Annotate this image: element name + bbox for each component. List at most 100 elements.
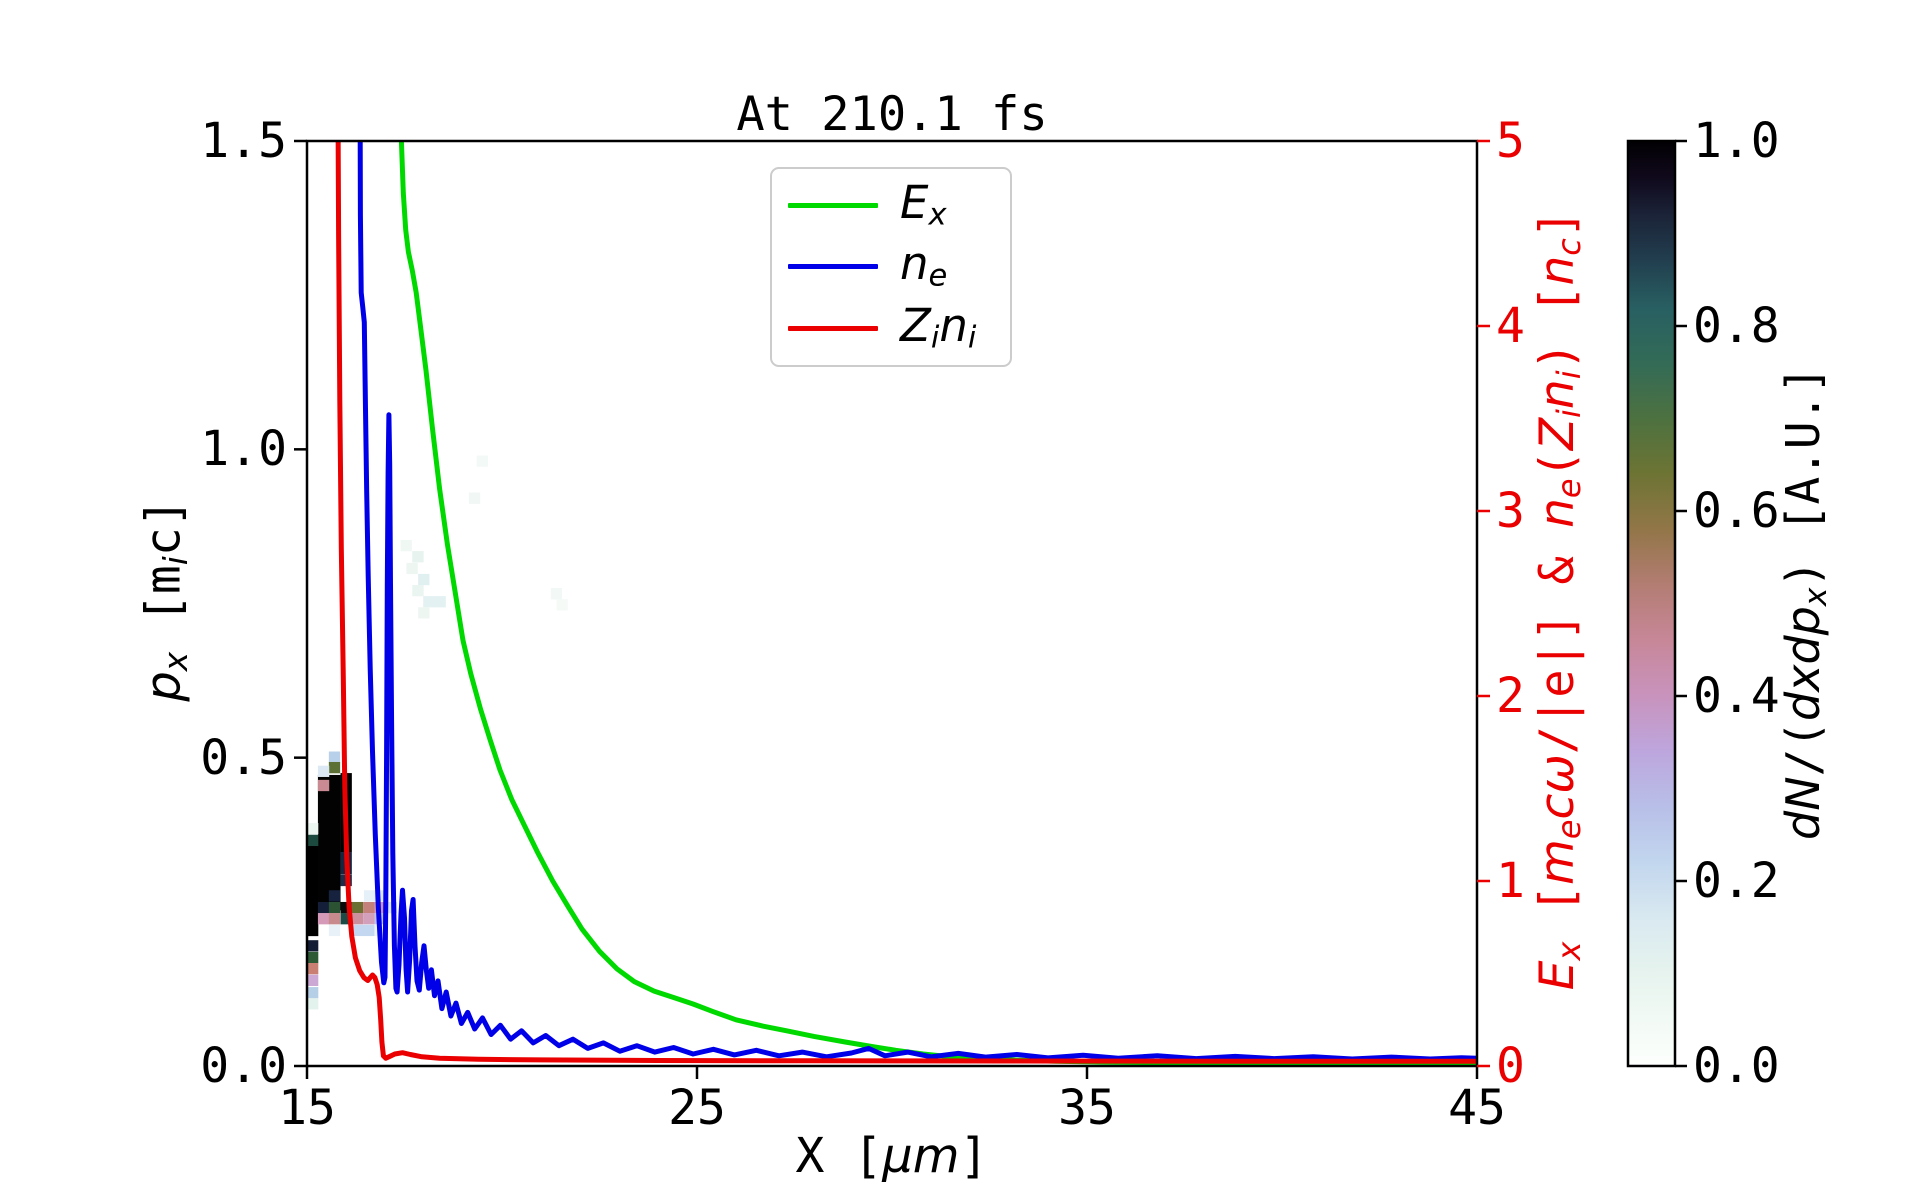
colorbar-tick-label: 1.0 (1693, 113, 1780, 169)
legend-line-swatch (788, 203, 878, 209)
label-token: dxdp (1775, 606, 1830, 721)
label-token: Z (1530, 417, 1586, 451)
label-token: i (1550, 409, 1589, 418)
label-token: x (1550, 941, 1589, 961)
heatmap-cell (418, 607, 430, 619)
curve-ne (357, 141, 1477, 1062)
label-token: Z (900, 298, 931, 352)
label-token: c (1530, 793, 1586, 820)
y-axis-right-label: Ex [mecω/|e|] & ne(Zini) [nc] (1530, 210, 1589, 990)
label-token: [ (1530, 884, 1586, 942)
y-right-tick-label: 4 (1496, 298, 1525, 354)
heatmap-cell (351, 913, 364, 925)
label-token: x (928, 197, 947, 233)
heatmap-cell (363, 913, 375, 925)
heatmap-cell (418, 573, 430, 586)
heatmap-cell (307, 951, 319, 964)
heatmap-cell (328, 924, 341, 937)
y-right-tick-label: 5 (1496, 113, 1525, 169)
heatmap-cell (400, 539, 412, 552)
chart-title: At 210.1 fs (736, 87, 1048, 142)
axes-spines (305, 139, 1479, 1068)
label-token: i (156, 556, 195, 566)
label-token: E (900, 176, 929, 229)
y-right-tick-label: 1 (1496, 853, 1525, 909)
label-token: i (1550, 370, 1589, 380)
label-token: dN (1775, 776, 1830, 840)
y-left-tick-label: 1.5 (200, 113, 287, 169)
x-tick-label: 35 (1058, 1080, 1116, 1136)
label-token: /( (1775, 720, 1830, 777)
colorbar-tick-label: 0.2 (1693, 853, 1780, 909)
heatmap-cell (307, 823, 319, 835)
heatmap-cell (556, 599, 568, 611)
label-token: p (135, 671, 192, 702)
legend-item: Ex (772, 180, 1010, 231)
heatmap-cell (340, 913, 352, 925)
curve-Zini (335, 141, 1477, 1064)
label-token: [m (135, 565, 192, 652)
label-token: e (1550, 819, 1589, 840)
legend-line-swatch (788, 264, 878, 270)
heatmap-cell (317, 901, 330, 914)
legend-item-label: Ex (900, 180, 947, 231)
label-token: [ (1530, 285, 1586, 343)
label-token: ) (1775, 532, 1830, 588)
heatmap-cell (307, 845, 319, 937)
heatmap-cell (328, 890, 341, 902)
heatmap-cell (307, 998, 319, 1010)
heatmap-cell (328, 761, 341, 774)
label-token: e (928, 259, 948, 295)
colorbar-label: dN/(dxdpx) [A.U.] (1776, 366, 1834, 840)
heatmap-cell (317, 913, 330, 925)
legend: Ex ne Zini (770, 167, 1012, 367)
x-axis-label: X [μm] (796, 1132, 989, 1180)
heatmap-cell (412, 585, 424, 597)
heatmap-cell (406, 562, 418, 575)
y-left-tick-label: 0.0 (200, 1038, 287, 1094)
label-token: [A.U.] (1775, 366, 1830, 533)
label-token: c] (135, 498, 192, 557)
heatmap-cell (307, 940, 319, 952)
heatmap-cell (351, 924, 375, 937)
legend-item: Zini (772, 303, 1010, 354)
label-token: n (1530, 498, 1586, 528)
label-token: e (1550, 478, 1589, 499)
label-token: c (1550, 238, 1589, 256)
y-right-tick-label: 2 (1496, 668, 1525, 724)
label-token: i (967, 320, 977, 356)
heatmap-cell (468, 492, 481, 504)
label-token: i (930, 320, 940, 356)
heatmap-cell (328, 913, 341, 925)
heatmap-cell (423, 596, 446, 608)
heatmap-cell (307, 963, 319, 975)
y-right-tick-label: 0 (1496, 1038, 1525, 1094)
heatmap-cell (328, 751, 341, 763)
label-token: n (939, 298, 968, 352)
label-token: n (1530, 379, 1586, 410)
heatmap-cell (351, 901, 364, 914)
y-left-tick-label: 1.0 (200, 421, 287, 478)
label-token: ] (1530, 209, 1586, 239)
label-token: μm (882, 1128, 960, 1184)
legend-item: ne (772, 241, 1010, 292)
heatmap-cell (317, 774, 341, 911)
label-token: m (1530, 839, 1586, 885)
colorbar-outline (1626, 139, 1677, 1068)
colorbar-tick-label: 0.4 (1693, 668, 1780, 724)
legend-line-swatch (788, 325, 878, 331)
label-token: x (1797, 587, 1834, 607)
y-left-tick-label: 0.5 (200, 729, 287, 786)
legend-item-label: ne (900, 241, 947, 292)
label-token: ω (1530, 754, 1586, 794)
y-right-tick-label: 3 (1496, 483, 1525, 539)
label-token: ) (1530, 342, 1586, 371)
x-tick-label: 45 (1448, 1080, 1506, 1136)
label-token: x (156, 651, 195, 672)
label-token: & (1530, 527, 1586, 613)
heatmap-cell (307, 987, 319, 999)
heatmap-cell (363, 890, 376, 902)
heatmap-cell (363, 901, 375, 914)
heatmap-cell (374, 890, 387, 902)
